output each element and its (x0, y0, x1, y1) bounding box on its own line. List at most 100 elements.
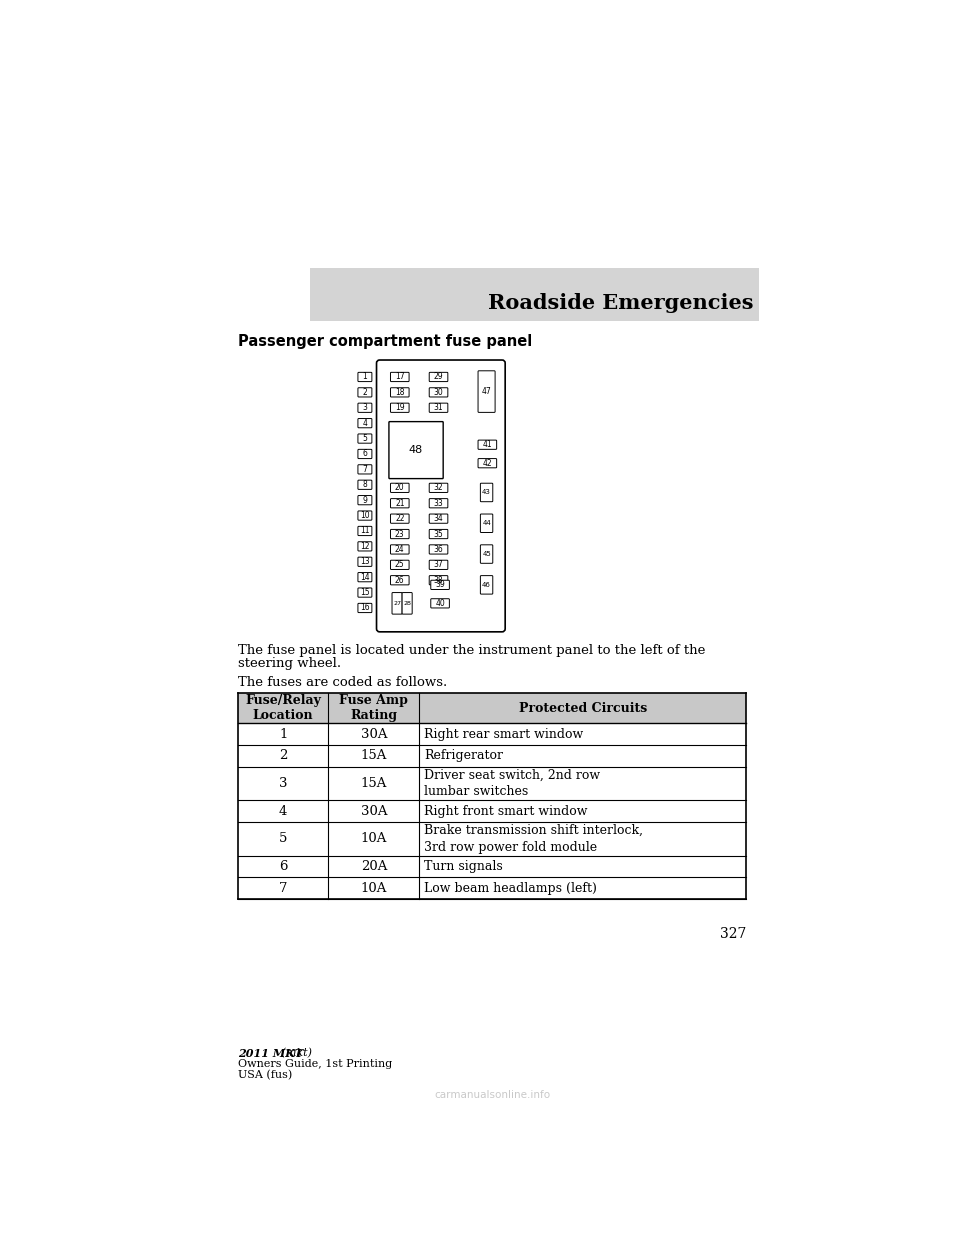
Text: The fuses are coded as follows.: The fuses are coded as follows. (238, 677, 447, 689)
Text: 26: 26 (395, 576, 404, 585)
Text: 41: 41 (483, 440, 492, 450)
Text: 11: 11 (360, 527, 370, 535)
Text: 33: 33 (434, 499, 444, 508)
Text: 327: 327 (720, 927, 746, 940)
Bar (238, 723, 746, 745)
FancyBboxPatch shape (358, 527, 372, 535)
Bar (238, 745, 746, 766)
Text: 13: 13 (360, 558, 370, 566)
Text: 40: 40 (435, 599, 444, 607)
Text: 6: 6 (363, 450, 368, 458)
FancyBboxPatch shape (478, 371, 495, 412)
FancyBboxPatch shape (431, 580, 449, 590)
Text: 16: 16 (360, 604, 370, 612)
FancyBboxPatch shape (429, 404, 447, 412)
Bar (238, 856, 746, 877)
Text: USA (fus): USA (fus) (238, 1069, 292, 1081)
FancyBboxPatch shape (429, 529, 447, 539)
FancyBboxPatch shape (358, 604, 372, 612)
Text: Roadside Emergencies: Roadside Emergencies (489, 293, 754, 313)
FancyBboxPatch shape (358, 542, 372, 551)
FancyBboxPatch shape (429, 575, 447, 585)
FancyBboxPatch shape (429, 560, 447, 570)
Text: 30: 30 (434, 388, 444, 397)
Text: 30A: 30A (361, 728, 387, 740)
Text: 42: 42 (483, 458, 492, 468)
Text: 32: 32 (434, 483, 444, 492)
FancyBboxPatch shape (358, 587, 372, 597)
Text: 22: 22 (395, 514, 404, 523)
Text: Low beam headlamps (left): Low beam headlamps (left) (423, 882, 597, 894)
Text: 15A: 15A (361, 777, 387, 790)
Text: (mkt): (mkt) (278, 1048, 312, 1058)
FancyBboxPatch shape (391, 575, 409, 585)
Text: 30A: 30A (361, 805, 387, 817)
Text: 47: 47 (482, 388, 492, 396)
Text: carmanualsonline.info: carmanualsonline.info (434, 1089, 550, 1099)
Text: Right front smart window: Right front smart window (423, 805, 588, 817)
Text: 3: 3 (363, 404, 368, 412)
Text: 5: 5 (279, 832, 287, 846)
Text: Refrigerator: Refrigerator (423, 749, 503, 763)
Text: 2: 2 (279, 749, 287, 763)
FancyBboxPatch shape (391, 529, 409, 539)
FancyBboxPatch shape (391, 545, 409, 554)
Text: 20: 20 (395, 483, 404, 492)
Bar (238, 766, 746, 800)
Text: 10A: 10A (361, 882, 387, 894)
Text: 43: 43 (482, 489, 491, 496)
FancyBboxPatch shape (358, 373, 372, 381)
FancyBboxPatch shape (429, 483, 447, 493)
FancyBboxPatch shape (429, 373, 447, 381)
Text: Fuse Amp
Rating: Fuse Amp Rating (340, 694, 408, 723)
Text: Turn signals: Turn signals (423, 861, 502, 873)
FancyBboxPatch shape (391, 404, 409, 412)
Text: Protected Circuits: Protected Circuits (518, 702, 647, 714)
Text: Right rear smart window: Right rear smart window (423, 728, 583, 740)
FancyBboxPatch shape (480, 545, 492, 564)
FancyBboxPatch shape (391, 388, 409, 397)
Text: 9: 9 (363, 496, 368, 504)
Text: 7: 7 (279, 882, 287, 894)
FancyBboxPatch shape (391, 498, 409, 508)
FancyBboxPatch shape (402, 592, 412, 614)
FancyBboxPatch shape (358, 450, 372, 458)
Text: 10A: 10A (361, 832, 387, 846)
Text: 48: 48 (409, 445, 423, 455)
Text: Driver seat switch, 2nd row
lumbar switches: Driver seat switch, 2nd row lumbar switc… (423, 769, 600, 799)
FancyBboxPatch shape (391, 560, 409, 570)
Bar (238, 877, 746, 899)
Text: 7: 7 (363, 465, 368, 474)
FancyBboxPatch shape (358, 419, 372, 427)
Text: Brake transmission shift interlock,
3rd row power fold module: Brake transmission shift interlock, 3rd … (423, 825, 643, 853)
FancyBboxPatch shape (431, 599, 449, 609)
FancyBboxPatch shape (478, 458, 496, 468)
Text: 23: 23 (395, 529, 404, 539)
Text: 28: 28 (403, 601, 411, 606)
FancyBboxPatch shape (480, 514, 492, 533)
Text: 18: 18 (395, 388, 404, 397)
Text: 12: 12 (360, 542, 370, 551)
Text: 29: 29 (434, 373, 444, 381)
Text: 38: 38 (434, 576, 444, 585)
FancyBboxPatch shape (376, 360, 505, 632)
Text: 46: 46 (482, 581, 491, 587)
Text: 27: 27 (393, 601, 401, 606)
Text: 5: 5 (363, 433, 368, 443)
Text: 39: 39 (435, 580, 444, 590)
Text: 21: 21 (395, 499, 404, 508)
FancyBboxPatch shape (478, 440, 496, 450)
FancyBboxPatch shape (391, 373, 409, 381)
FancyBboxPatch shape (429, 498, 447, 508)
Text: 10: 10 (360, 510, 370, 520)
FancyBboxPatch shape (389, 421, 444, 478)
Text: 25: 25 (395, 560, 404, 569)
Text: 24: 24 (395, 545, 404, 554)
Text: Fuse/Relay
Location: Fuse/Relay Location (245, 694, 321, 723)
Text: 20A: 20A (361, 861, 387, 873)
Text: Owners Guide, 1st Printing: Owners Guide, 1st Printing (238, 1059, 392, 1069)
FancyBboxPatch shape (358, 558, 372, 566)
Text: 35: 35 (434, 529, 444, 539)
FancyBboxPatch shape (358, 510, 372, 520)
FancyBboxPatch shape (429, 388, 447, 397)
